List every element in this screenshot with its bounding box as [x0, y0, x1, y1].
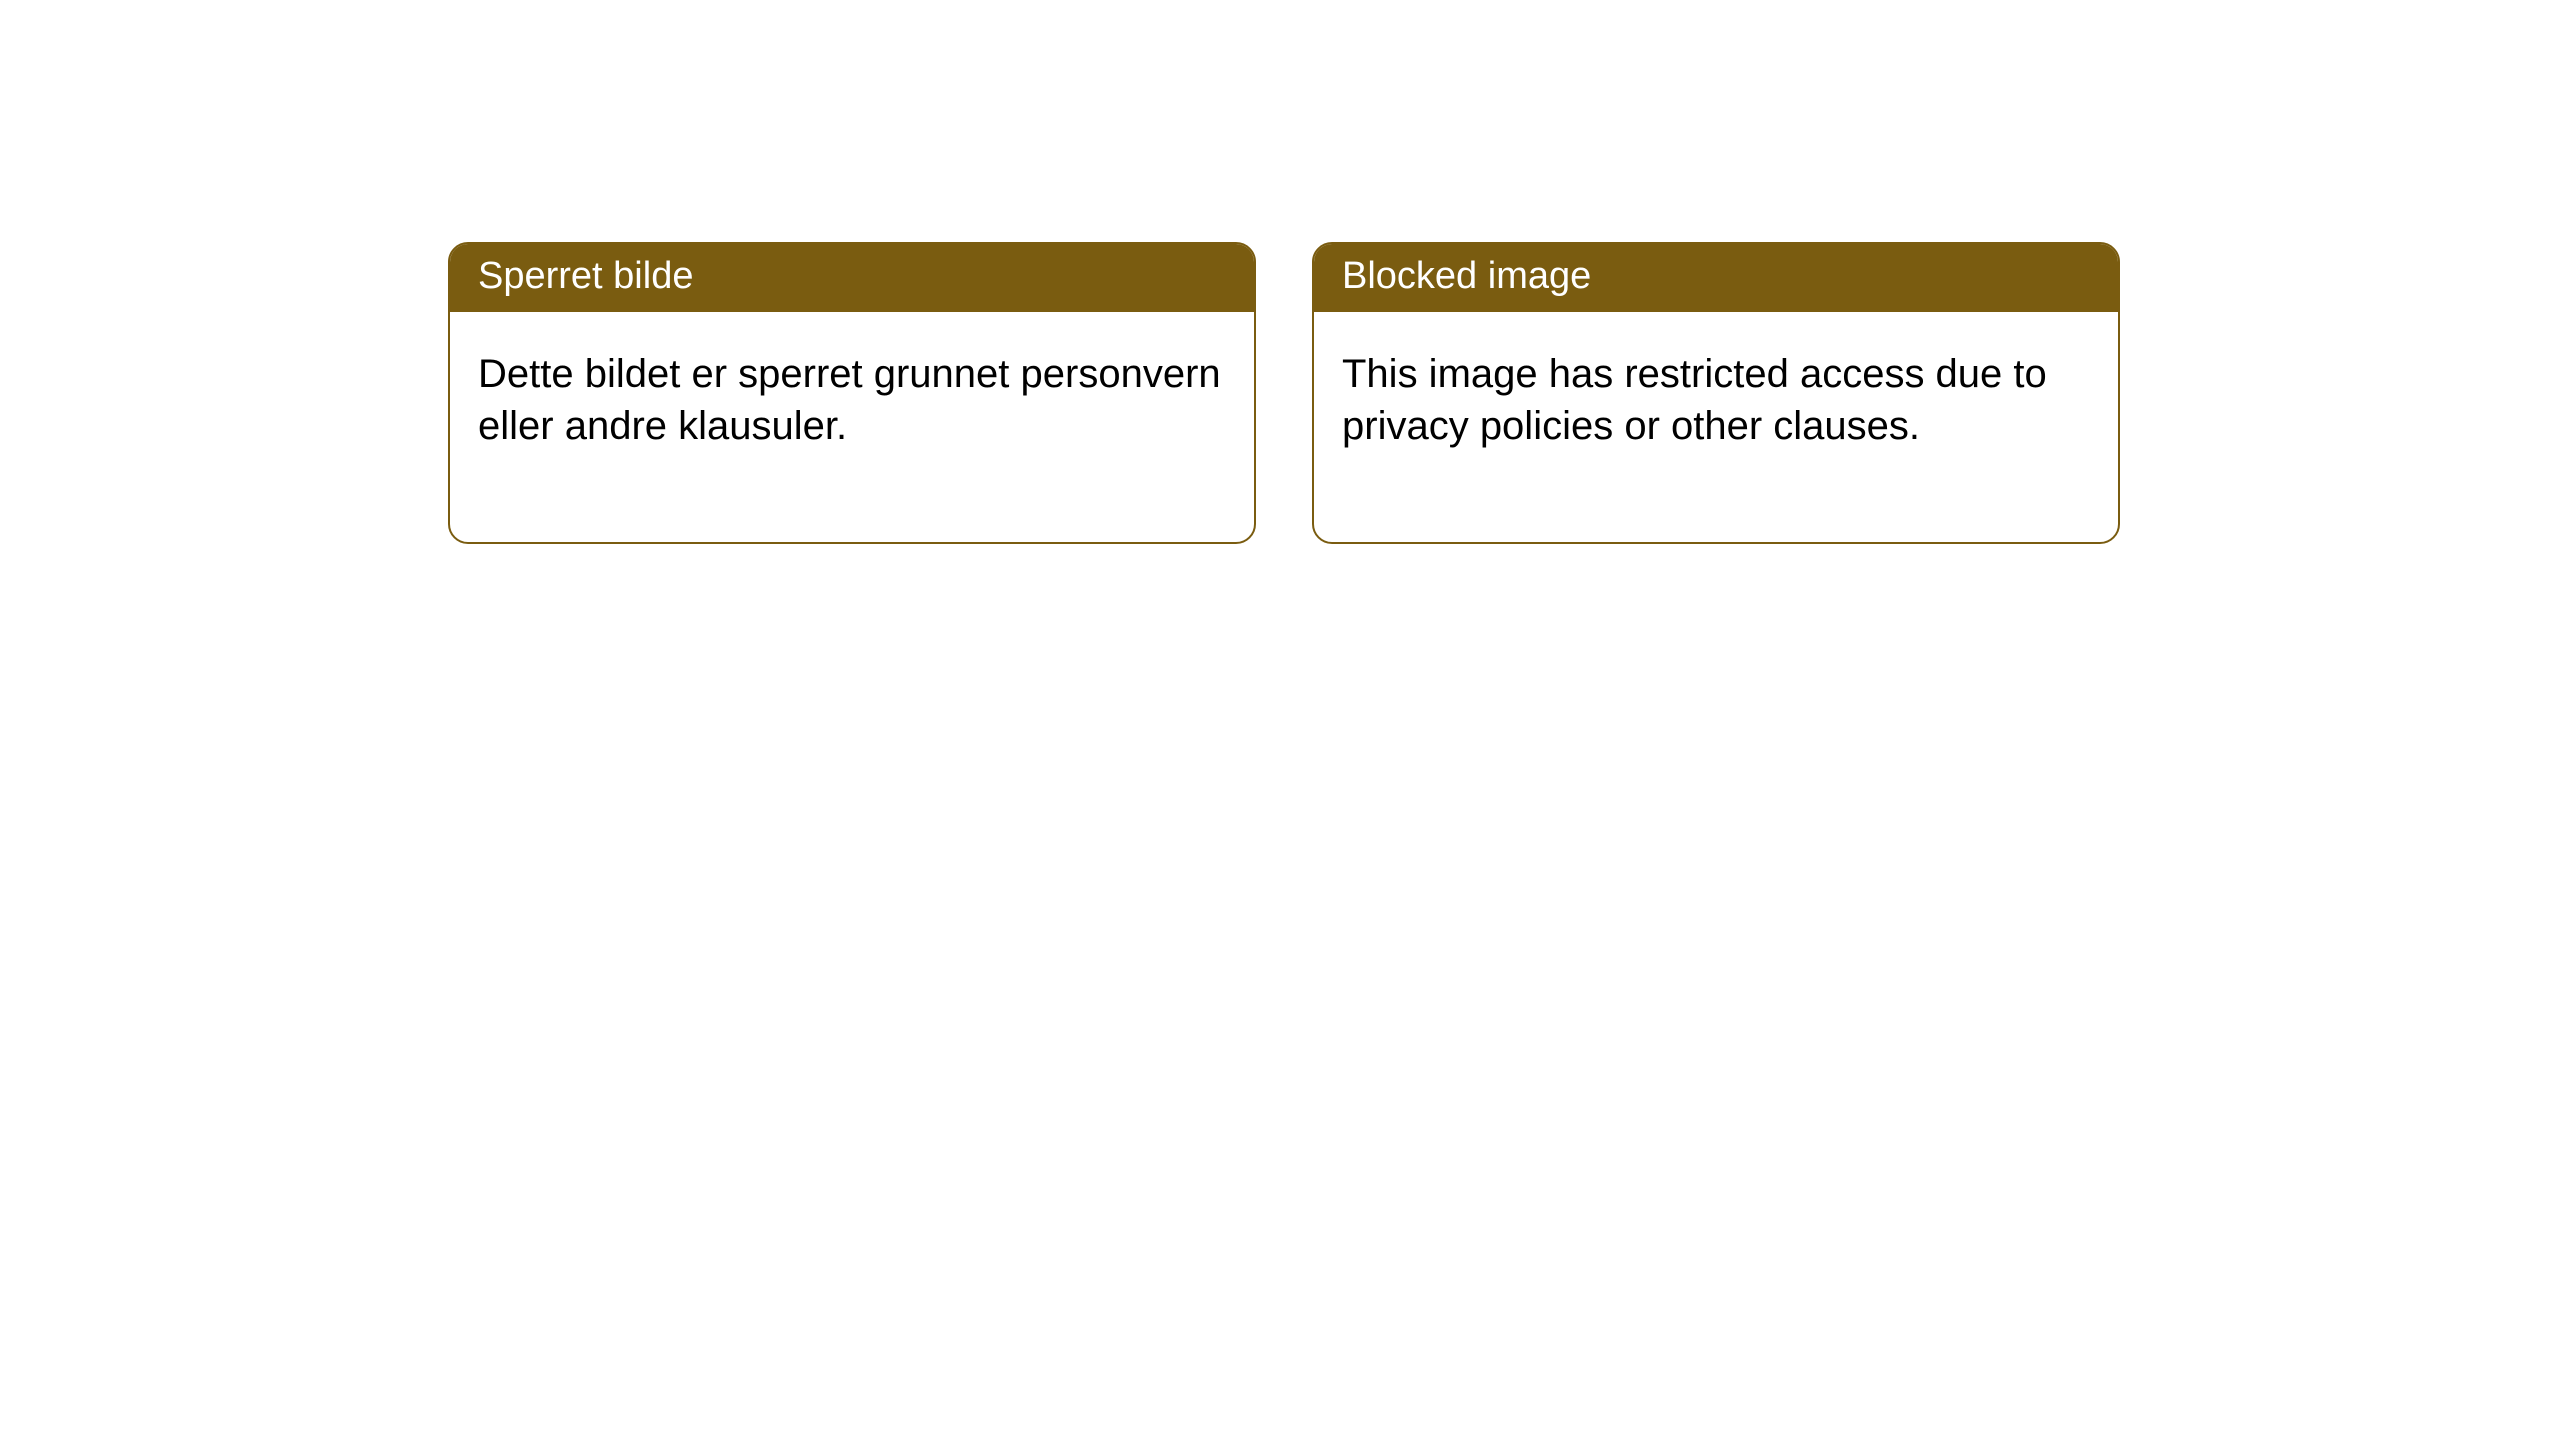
cards-container: Sperret bilde Dette bildet er sperret gr… — [0, 0, 2560, 544]
card-header: Sperret bilde — [450, 244, 1254, 312]
card-title: Blocked image — [1342, 255, 1591, 297]
card-body: Dette bildet er sperret grunnet personve… — [450, 312, 1254, 542]
card-message: Dette bildet er sperret grunnet personve… — [478, 352, 1221, 448]
card-title: Sperret bilde — [478, 255, 693, 297]
card-header: Blocked image — [1314, 244, 2118, 312]
card-body: This image has restricted access due to … — [1314, 312, 2118, 542]
card-message: This image has restricted access due to … — [1342, 352, 2047, 448]
blocked-image-card-norwegian: Sperret bilde Dette bildet er sperret gr… — [448, 242, 1256, 544]
blocked-image-card-english: Blocked image This image has restricted … — [1312, 242, 2120, 544]
